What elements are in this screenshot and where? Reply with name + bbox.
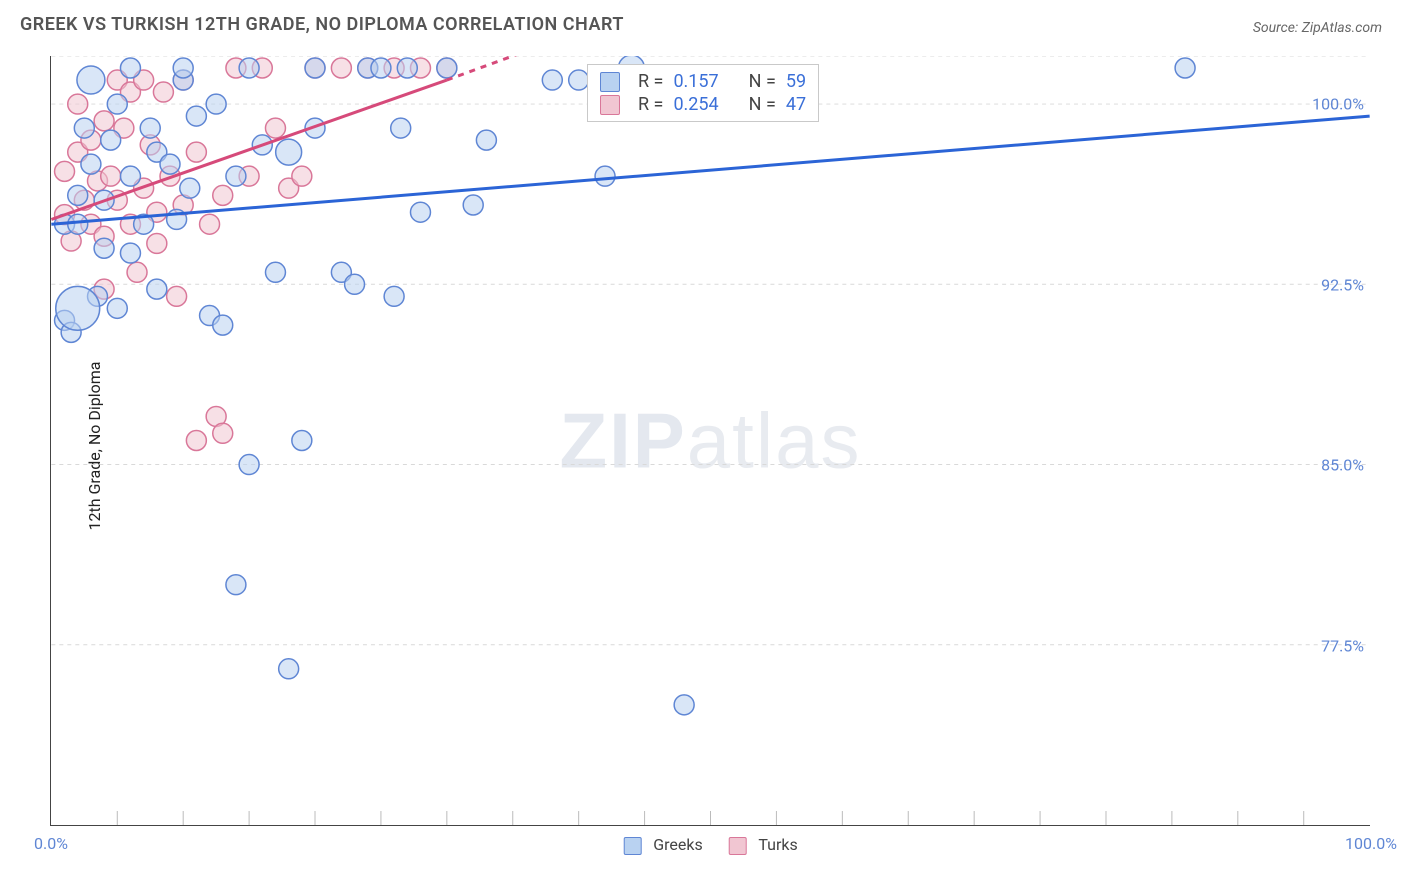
stats-row-greeks: R = 0.157 N = 59 [600,71,806,92]
source-attribution: Source: ZipAtlas.com [1253,20,1382,36]
stats-n-value-greeks: 59 [786,71,806,92]
y-tick-label: 85.0% [1321,456,1364,475]
chart-svg [51,56,1370,825]
stats-r-label: R = [638,71,663,92]
stats-box: R = 0.157 N = 59 R = 0.254 N = 47 [587,64,819,122]
legend-item-greeks: Greeks [623,835,702,855]
legend-label-greeks: Greeks [653,835,703,854]
y-tick-label: 77.5% [1321,636,1364,655]
legend-label-turks: Turks [758,835,797,854]
plot-area: ZIPatlas R = 0.157 N = 59 R = 0.254 N = … [50,56,1370,826]
swatch-greeks-icon [623,837,641,855]
chart-page: GREEK VS TURKISH 12TH GRADE, NO DIPLOMA … [0,0,1406,892]
stats-n-label: N = [749,94,776,115]
legend-item-turks: Turks [729,835,798,855]
y-tick-label: 100.0% [1312,95,1364,114]
stats-n-label: N = [749,71,776,92]
swatch-greeks-icon [600,72,620,92]
bottom-legend: Greeks Turks [623,835,798,855]
stats-row-turks: R = 0.254 N = 47 [600,94,806,115]
stats-r-value-greeks: 0.157 [673,71,718,92]
stats-n-value-turks: 47 [786,94,806,115]
y-tick-label: 92.5% [1321,275,1364,294]
swatch-turks-icon [600,95,620,115]
x-tick-label: 0.0% [34,834,68,853]
x-tick-label: 100.0% [1345,834,1397,853]
stats-r-label: R = [638,94,663,115]
stats-r-value-turks: 0.254 [673,94,718,115]
page-title: GREEK VS TURKISH 12TH GRADE, NO DIPLOMA … [20,14,624,35]
swatch-turks-icon [729,837,747,855]
